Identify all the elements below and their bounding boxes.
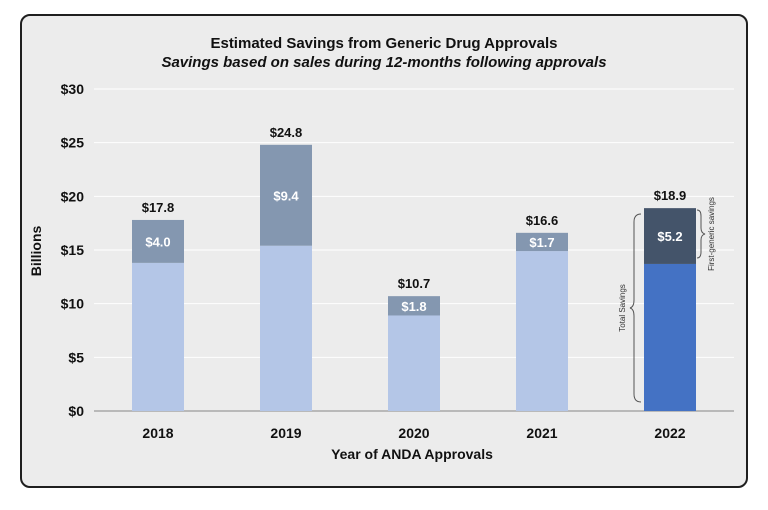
bar-base-segment <box>644 263 696 411</box>
total-savings-brace <box>629 213 642 403</box>
segment-value-label: $5.2 <box>657 229 682 244</box>
total-savings-annotation: Total Savings <box>618 284 627 332</box>
y-tick-label: $25 <box>61 135 85 151</box>
bar-top-segment <box>260 144 312 246</box>
segment-value-label: $1.8 <box>401 299 426 314</box>
y-axis-label: Billions <box>28 226 44 277</box>
x-tick-label: 2022 <box>654 425 685 441</box>
x-tick-label: 2021 <box>526 425 557 441</box>
first-generic-brace <box>696 209 706 259</box>
grid <box>94 88 734 412</box>
x-axis-label: Year of ANDA Approvals <box>331 446 493 462</box>
y-axis-ticks: $0 $5 $10 $15 $20 $25 $30 <box>61 81 85 419</box>
y-tick-label: $20 <box>61 188 85 204</box>
x-tick-label: 2019 <box>270 425 301 441</box>
x-tick-label: 2020 <box>398 425 429 441</box>
segment-value-label: $9.4 <box>273 188 299 203</box>
bar-base-segment <box>388 315 440 411</box>
x-axis-ticks: 2018 2019 2020 2021 2022 <box>142 425 685 441</box>
y-tick-label: $0 <box>68 403 84 419</box>
y-tick-label: $30 <box>61 81 85 97</box>
bar-top-segment <box>516 232 568 252</box>
chart-subtitle: Savings based on sales during 12-months … <box>161 54 606 71</box>
bar-base-segment <box>260 245 312 411</box>
y-tick-label: $10 <box>61 296 85 312</box>
segment-value-label: $4.0 <box>145 234 170 249</box>
bar-top-segment <box>644 208 696 264</box>
bar-top-segment <box>132 219 184 263</box>
bar-base-segment <box>516 251 568 411</box>
total-value-label: $24.8 <box>270 125 303 140</box>
first-generic-annotation: First-generic savings <box>707 197 716 271</box>
y-tick-label: $15 <box>61 242 85 258</box>
bar-top-segment <box>388 296 440 316</box>
chart-title: Estimated Savings from Generic Drug Appr… <box>210 35 557 52</box>
total-value-label: $10.7 <box>398 276 431 291</box>
total-value-label: $16.6 <box>526 213 559 228</box>
bar-base-segment <box>132 262 184 411</box>
segment-value-label: $1.7 <box>529 235 554 250</box>
total-value-label: $18.9 <box>654 188 687 203</box>
total-value-label: $17.8 <box>142 200 175 215</box>
bars: $4.0 $17.8 $9.4 $24.8 $1.8 $10.7 $1.7 $16.6 $5.2… <box>132 125 696 411</box>
y-tick-label: $5 <box>68 349 84 365</box>
x-tick-label: 2018 <box>142 425 173 441</box>
